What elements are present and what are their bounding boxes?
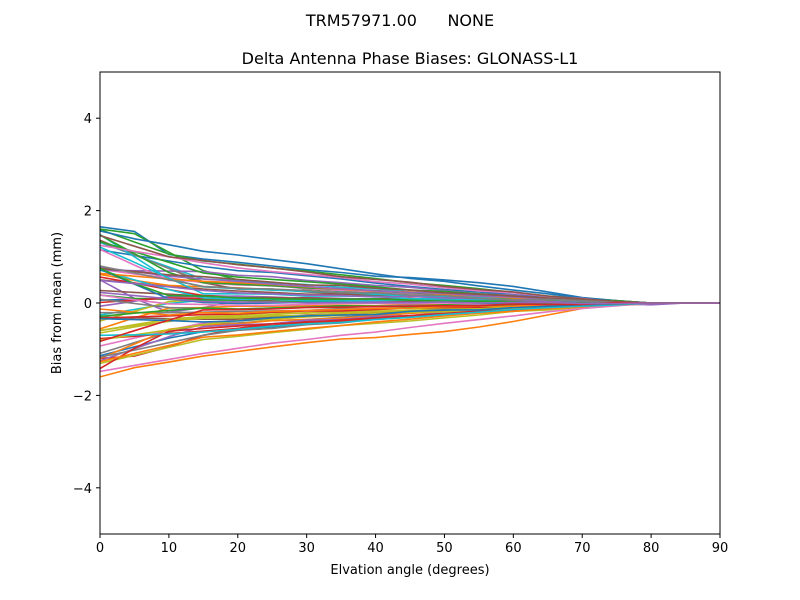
x-tick-label: 20	[230, 541, 247, 556]
x-tick-label: 80	[643, 541, 660, 556]
y-axis-ticks: −4 −2 0 2 4	[73, 112, 100, 497]
series-line	[100, 302, 720, 373]
plot-area: 0 10 20 30 40 50 60 70 80 90 −4 −2 0 2 4	[73, 71, 728, 556]
x-tick-label: 90	[712, 541, 729, 556]
series-line	[100, 302, 720, 337]
x-axis-ticks: 0 10 20 30 40 50 60 70 80 90	[96, 534, 728, 556]
x-tick-label: 40	[367, 541, 384, 556]
x-axis-label: Elvation angle (degrees)	[330, 563, 489, 578]
x-tick-label: 60	[505, 541, 522, 556]
series-line	[100, 301, 720, 343]
figure-suptitle: TRM57971.00 NONE	[305, 11, 494, 30]
y-tick-label: 0	[84, 297, 92, 312]
x-tick-label: 10	[161, 541, 178, 556]
series-group	[100, 226, 720, 378]
series-line	[100, 234, 720, 304]
y-tick-label: 4	[84, 112, 92, 127]
x-tick-label: 70	[574, 541, 591, 556]
x-tick-label: 50	[436, 541, 453, 556]
series-line	[100, 291, 720, 305]
x-tick-label: 0	[96, 541, 104, 556]
x-tick-label: 30	[298, 541, 315, 556]
y-tick-label: −2	[73, 389, 92, 404]
y-tick-label: 2	[84, 205, 92, 220]
y-tick-label: −4	[73, 482, 92, 497]
y-axis-label: Bias from mean (mm)	[50, 232, 65, 374]
chart-title: Delta Antenna Phase Biases: GLONASS-L1	[242, 49, 579, 68]
